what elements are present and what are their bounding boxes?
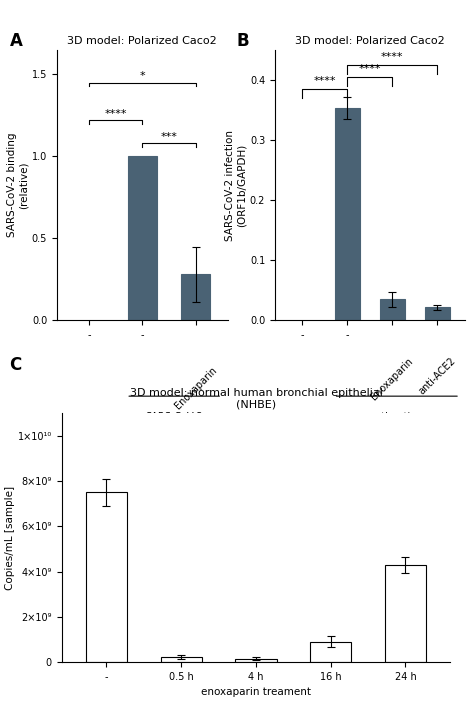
Bar bbox=[310, 642, 351, 662]
Bar bbox=[86, 492, 127, 662]
Text: ****: **** bbox=[313, 76, 336, 86]
Title: 3D model: Polarized Caco2: 3D model: Polarized Caco2 bbox=[295, 36, 445, 46]
Bar bbox=[380, 299, 405, 320]
Title: 3D model: Polarized Caco2: 3D model: Polarized Caco2 bbox=[67, 36, 217, 46]
Text: ****: **** bbox=[358, 64, 381, 74]
Bar bbox=[335, 108, 360, 320]
Text: A: A bbox=[9, 32, 22, 50]
Text: anti-ACE2: anti-ACE2 bbox=[417, 355, 458, 397]
Y-axis label: SARS-CoV-2 binding
(relative): SARS-CoV-2 binding (relative) bbox=[8, 133, 29, 237]
Bar bbox=[236, 659, 276, 662]
Text: ****: **** bbox=[381, 52, 403, 62]
Text: ****: **** bbox=[104, 109, 127, 119]
Bar bbox=[161, 657, 202, 662]
Text: B: B bbox=[237, 32, 250, 50]
Y-axis label: SARS-CoV-2 infection
(ORF1b/GAPDH): SARS-CoV-2 infection (ORF1b/GAPDH) bbox=[226, 130, 247, 241]
Bar bbox=[128, 157, 157, 320]
Bar bbox=[181, 275, 210, 320]
X-axis label: enoxaparin treament: enoxaparin treament bbox=[201, 688, 311, 698]
Title: 3D model: normal human bronchial epithelial
(NHBE): 3D model: normal human bronchial epithel… bbox=[129, 388, 383, 409]
Y-axis label: SARS-CoV-2 infection
Copies/mL [sample]: SARS-CoV-2 infection Copies/mL [sample] bbox=[0, 482, 15, 593]
Text: SARS-CoV-2
pseudovirus: SARS-CoV-2 pseudovirus bbox=[145, 412, 204, 434]
Text: authentic
SARS-CoV-2: authentic SARS-CoV-2 bbox=[364, 412, 421, 434]
Text: C: C bbox=[9, 356, 22, 374]
Text: Enoxaparin: Enoxaparin bbox=[173, 365, 219, 411]
Text: Enoxaparin: Enoxaparin bbox=[369, 355, 415, 402]
Bar bbox=[385, 565, 426, 662]
Bar bbox=[425, 307, 450, 320]
Text: ***: *** bbox=[160, 132, 177, 142]
Text: *: * bbox=[139, 71, 145, 81]
